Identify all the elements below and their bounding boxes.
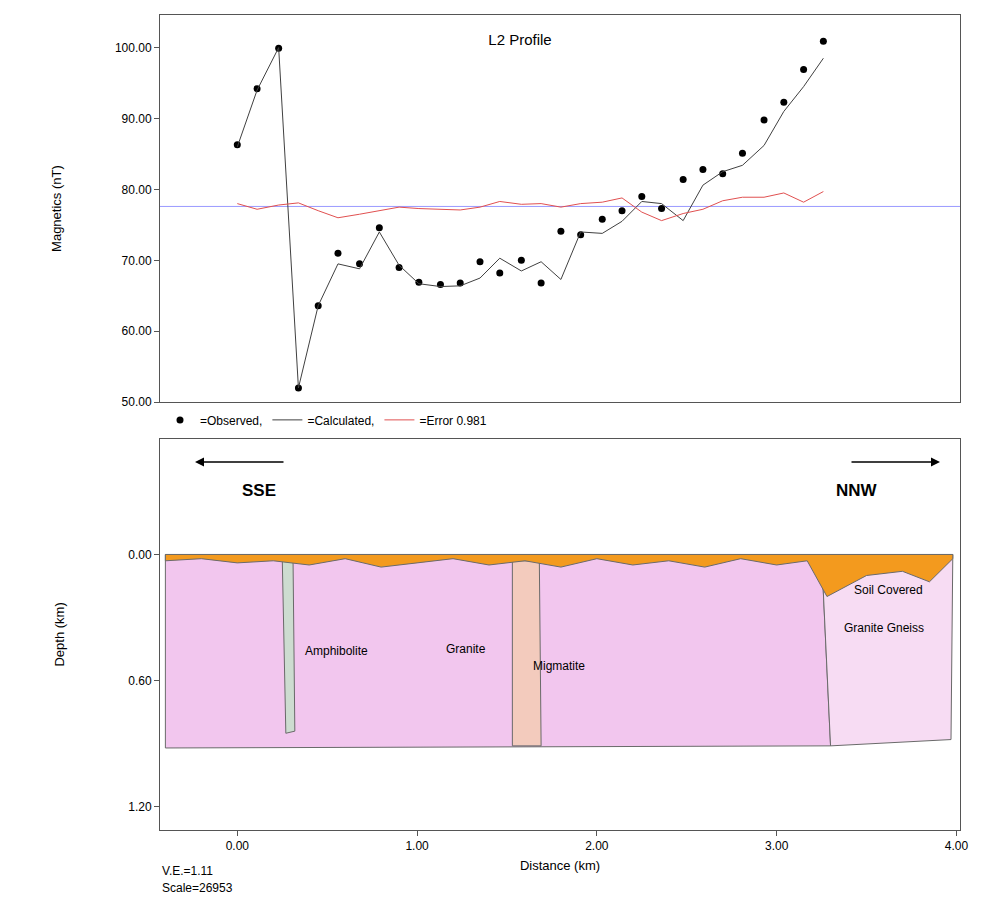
svg-text:V.E.=1.11: V.E.=1.11 [162, 864, 213, 878]
svg-text:1.00: 1.00 [405, 839, 429, 853]
svg-text:80.00: 80.00 [122, 183, 152, 197]
svg-text:Migmatite: Migmatite [533, 659, 585, 673]
svg-text:Granite Gneiss: Granite Gneiss [844, 621, 924, 635]
svg-text:Depth (km): Depth (km) [52, 602, 67, 666]
svg-text:0.00: 0.00 [226, 839, 250, 853]
svg-text:0.60: 0.60 [128, 674, 152, 688]
svg-text:Scale=26953: Scale=26953 [162, 881, 233, 895]
svg-text:70.00: 70.00 [122, 254, 152, 268]
svg-text:NNW: NNW [836, 481, 878, 500]
svg-text:1.20: 1.20 [128, 800, 152, 814]
svg-text:3.00: 3.00 [765, 839, 789, 853]
svg-text:=Error 0.981: =Error 0.981 [419, 414, 486, 428]
svg-text:90.00: 90.00 [122, 112, 152, 126]
svg-text:50.00: 50.00 [122, 395, 152, 409]
svg-text:Distance (km): Distance (km) [520, 858, 600, 873]
svg-text:Granite: Granite [446, 642, 486, 656]
svg-text:L2 Profile: L2 Profile [488, 31, 551, 48]
svg-text:Soil Covered: Soil Covered [854, 583, 923, 597]
svg-text:=Calculated,: =Calculated, [307, 414, 374, 428]
svg-text:2.00: 2.00 [585, 839, 609, 853]
svg-text:60.00: 60.00 [122, 324, 152, 338]
svg-text:Amphibolite: Amphibolite [305, 644, 368, 658]
svg-text:=Observed,: =Observed, [200, 414, 262, 428]
svg-text:0.00: 0.00 [128, 548, 152, 562]
svg-text:Magnetics (nT): Magnetics (nT) [49, 165, 64, 252]
svg-text:4.00: 4.00 [945, 839, 969, 853]
svg-text:100.00: 100.00 [115, 41, 152, 55]
svg-text:SSE: SSE [242, 481, 276, 500]
